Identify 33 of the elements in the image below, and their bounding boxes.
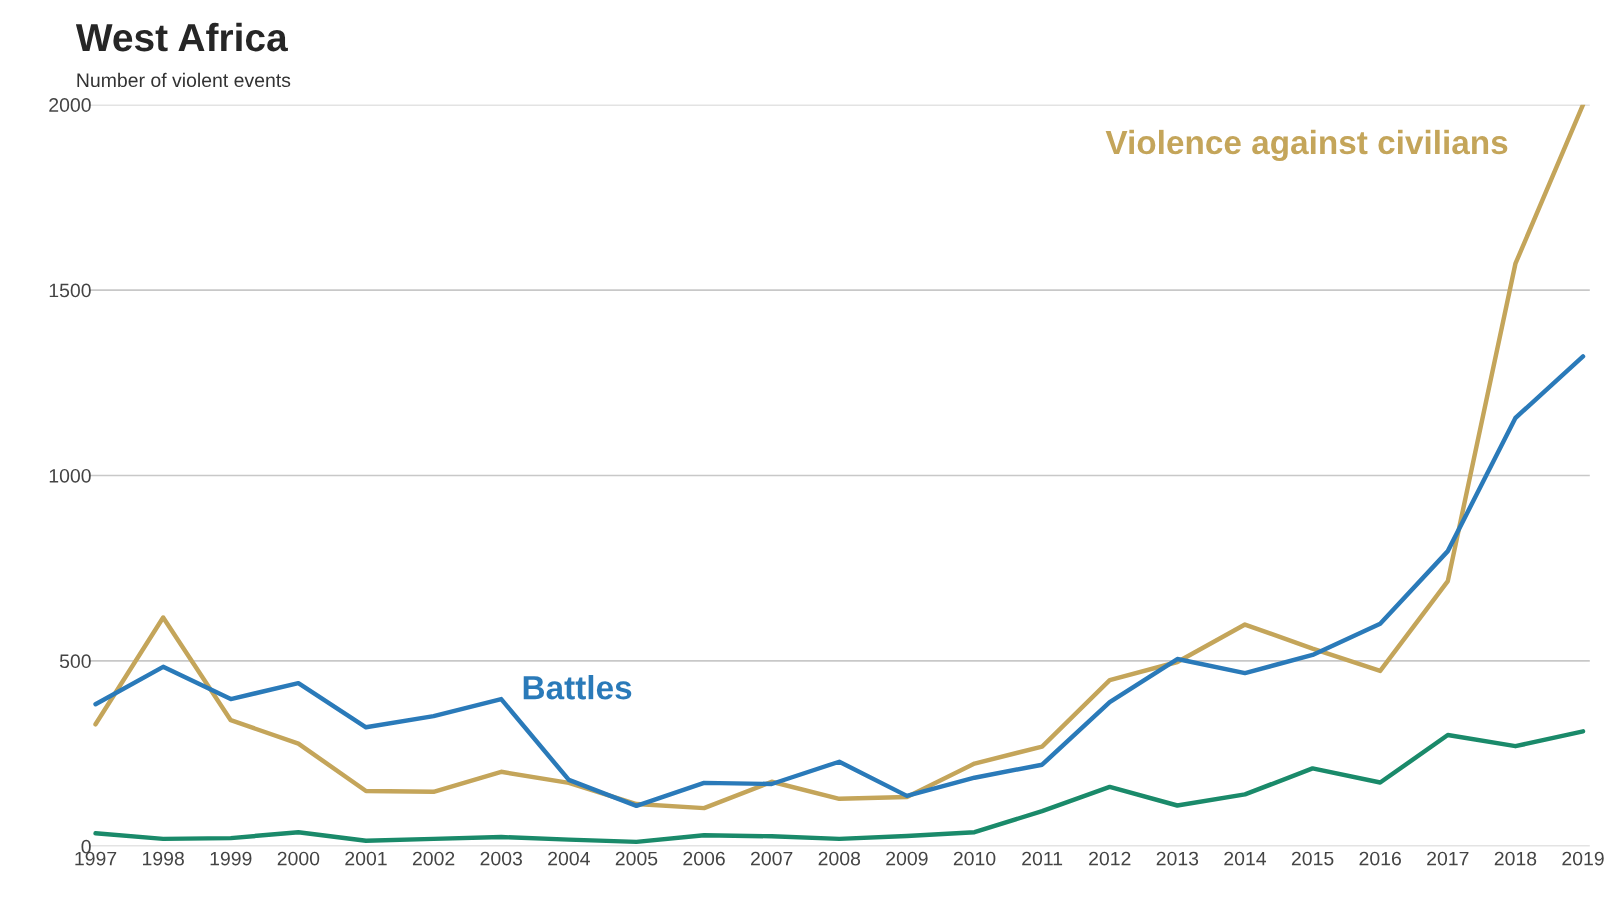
series-label: Violence against civilians [1105,129,1508,162]
line-series [93,729,1586,845]
x-tick-label: 2001 [345,851,387,866]
line-series [93,104,1586,811]
x-tick-label: 2002 [412,851,455,866]
x-tick-label: 2004 [548,851,590,866]
x-tick-label: 2015 [1291,851,1334,866]
x-tick-label: 1999 [210,851,252,866]
x-tick-label: 2000 [277,851,320,866]
x-tick-label: 2006 [683,851,725,866]
y-tick-label: 1500 [49,283,91,298]
x-tick-label: 2008 [818,851,861,866]
x-tick-label: 1998 [143,851,184,866]
x-tick-label: 2014 [1224,851,1267,866]
x-tick-label: 2019 [1562,851,1604,866]
x-tick-label: 2009 [886,851,928,866]
line-series [93,354,1586,809]
x-tick-label: 2003 [480,851,522,866]
series-label: Battles [523,675,632,700]
chart-subtitle: Number of violent events [77,72,291,88]
x-tick-label: 2013 [1156,851,1199,866]
x-tick-label: 2018 [1494,851,1537,866]
x-tick-label: 2017 [1427,851,1469,866]
y-tick-label: 500 [59,654,91,669]
x-tick-label: 2016 [1359,851,1401,866]
y-tick-label: 1000 [49,468,91,483]
x-tick-label: 2012 [1089,851,1131,866]
x-tick-label: 2007 [751,851,793,866]
x-tick-label: 2010 [953,851,996,866]
y-tick-label: 2000 [49,98,91,112]
x-tick-label: 2011 [1022,851,1063,866]
x-tick-label: 2005 [615,851,658,866]
chart-title: West Africa [75,22,288,52]
